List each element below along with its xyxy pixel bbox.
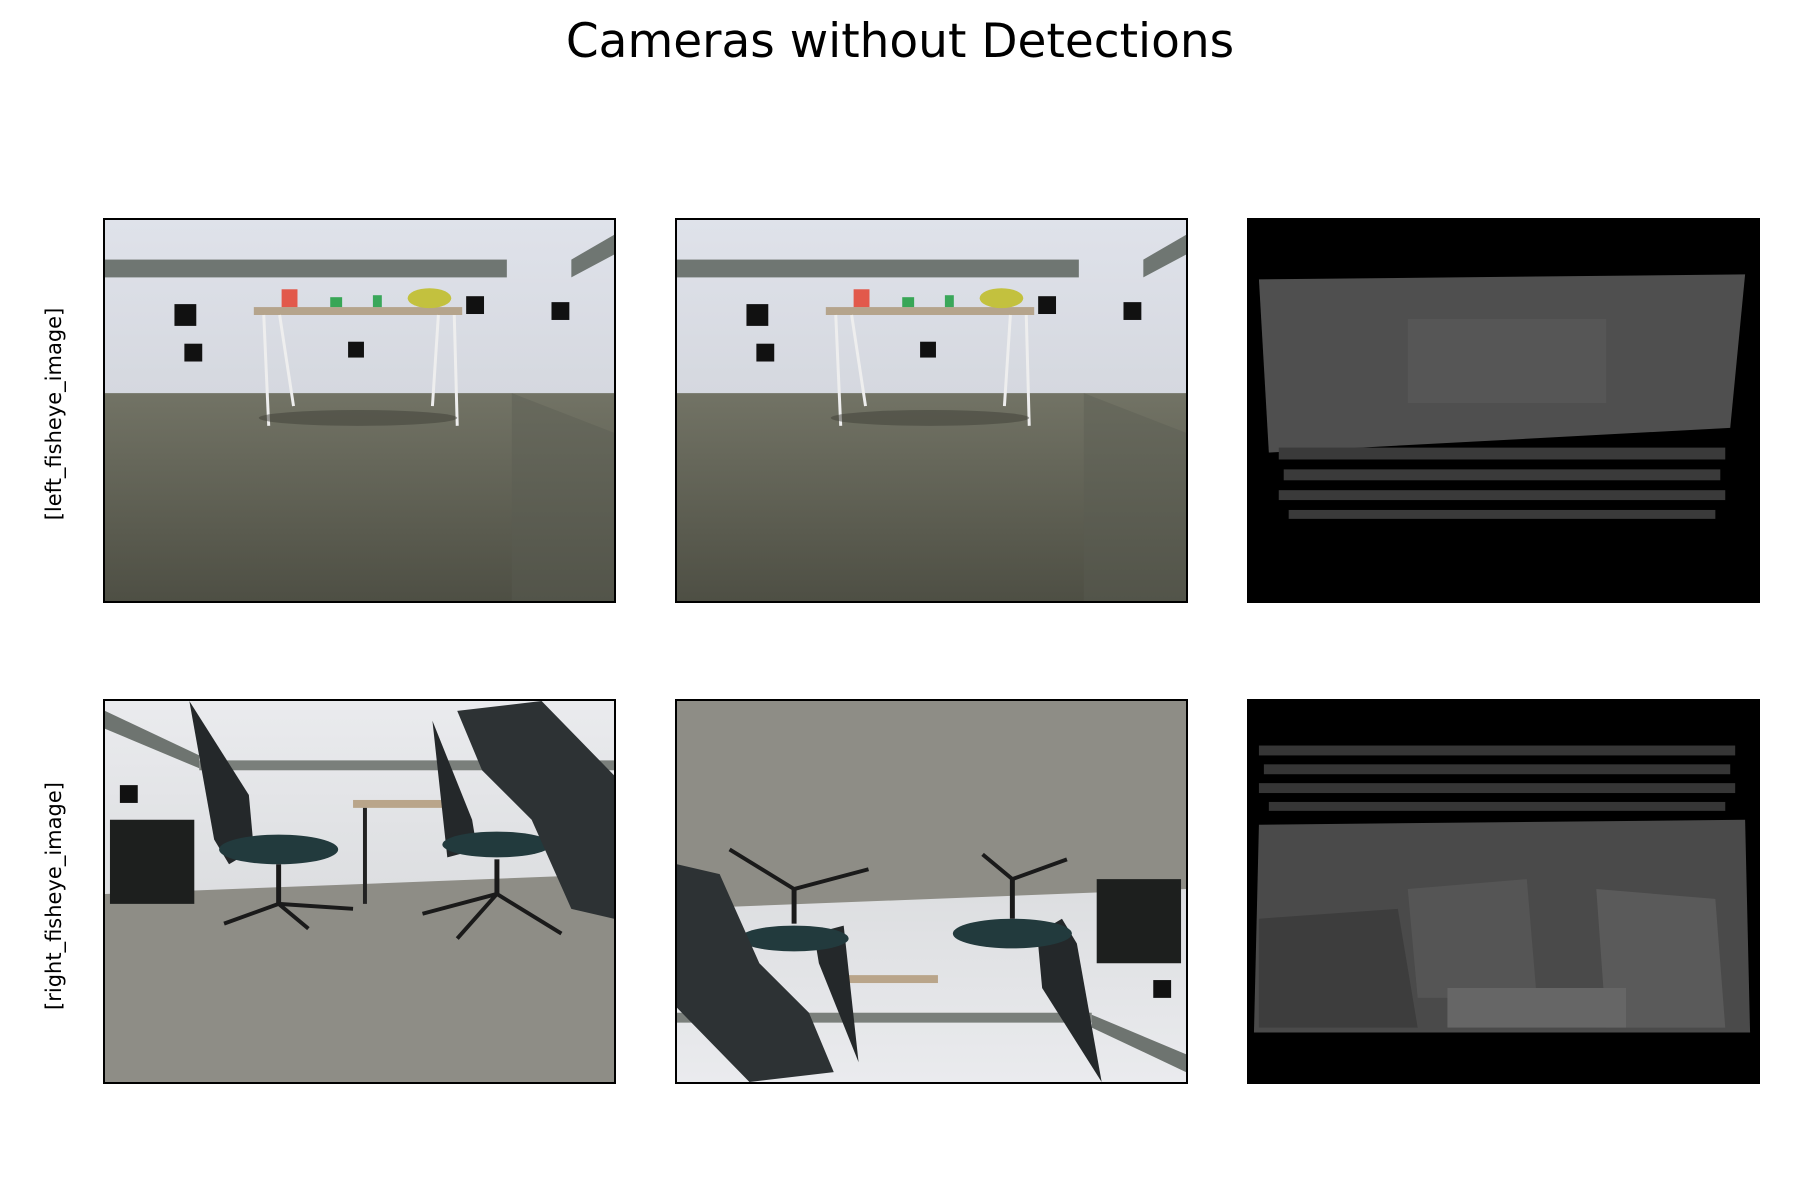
- camera-image: [677, 220, 1186, 601]
- depth-image: [1249, 220, 1758, 601]
- left-fisheye-rgb-panel: [103, 218, 616, 603]
- row-label-right-fisheye: [right_fisheye_image]: [42, 782, 66, 1010]
- right-fisheye-rgb-panel: [103, 699, 616, 1084]
- right-fisheye-rgb-panel-2: [675, 699, 1188, 1084]
- right-fisheye-depth-panel: [1247, 699, 1760, 1084]
- camera-image: [677, 701, 1186, 1082]
- left-fisheye-depth-panel: [1247, 218, 1760, 603]
- figure-title: Cameras without Detections: [565, 14, 1235, 69]
- camera-image: [105, 220, 614, 601]
- left-fisheye-rgb-panel-2: [675, 218, 1188, 603]
- camera-image: [105, 701, 614, 1082]
- row-label-left-fisheye: [left_fisheye_image]: [42, 307, 66, 521]
- depth-image: [1249, 701, 1758, 1082]
